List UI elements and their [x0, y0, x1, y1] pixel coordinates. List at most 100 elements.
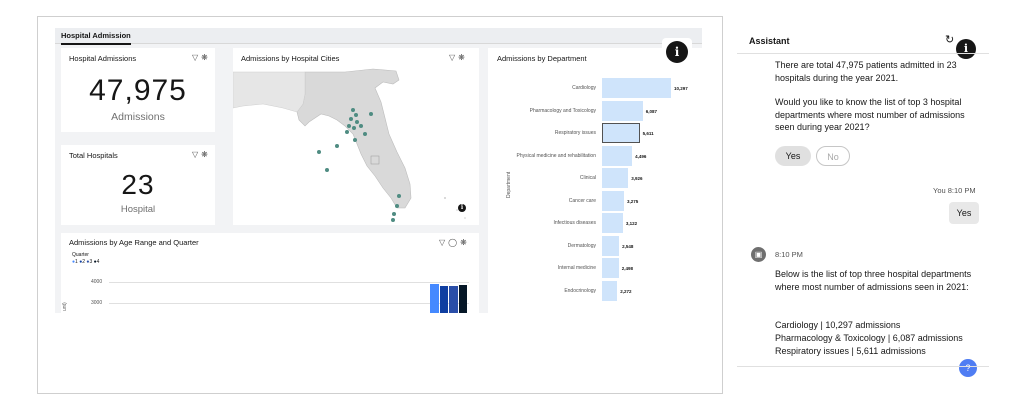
- hospitals-tile[interactable]: Total Hospitals ▽❋ 23 Hospital: [61, 145, 215, 225]
- filter-icon[interactable]: ▽: [449, 53, 459, 62]
- user-message: Yes: [949, 202, 979, 224]
- no-button[interactable]: No: [816, 146, 850, 166]
- assistant-info-icon[interactable]: i: [956, 39, 976, 59]
- bot-list-item-1: Cardiology | 10,297 admissions: [775, 320, 901, 330]
- map-tile-title: Admissions by Hospital Cities: [241, 54, 340, 63]
- department-bar[interactable]: [602, 168, 629, 188]
- department-bar-value: 2,498: [621, 266, 633, 271]
- info-icon[interactable]: i: [666, 41, 688, 63]
- department-tile[interactable]: Admissions by Department Department Card…: [488, 48, 702, 313]
- legend-label-2: 2: [82, 259, 86, 265]
- department-bar-label: Cancer care: [568, 197, 596, 204]
- department-bar-label: Dermatology: [567, 242, 596, 249]
- gridline: [109, 282, 469, 283]
- lightbulb-icon[interactable]: ◯: [448, 238, 461, 247]
- bot-list-item-3: Respiratory issues | 5,611 admissions: [775, 346, 926, 356]
- islands: [444, 197, 466, 219]
- department-bar-label: Respiratory issues: [554, 130, 596, 136]
- help-fab-icon[interactable]: ?: [959, 359, 977, 377]
- map-tile[interactable]: Admissions by Hospital Cities ▽❋ i: [233, 48, 479, 225]
- department-bar-value: 2,548: [622, 243, 634, 249]
- tab-hospital-admission[interactable]: Hospital Admission: [61, 31, 131, 45]
- tile-toolbar: ▽❋: [449, 53, 468, 62]
- department-bar-value: 10,297: [674, 86, 688, 91]
- tile-toolbar: ▽◯❋: [439, 238, 470, 247]
- info-button-wrap: i: [662, 38, 692, 66]
- age-quarter-bar[interactable]: [449, 285, 458, 313]
- neighbor-state-shape: [233, 71, 306, 113]
- city-markers[interactable]: [317, 108, 401, 222]
- quarter-legend[interactable]: ●1 ●2 ●3 ●4: [72, 259, 99, 265]
- settings-icon[interactable]: ❋: [460, 238, 470, 247]
- legend-label-1: 1: [75, 259, 78, 265]
- hospitals-tile-title: Total Hospitals: [69, 151, 118, 160]
- department-bar[interactable]: [602, 123, 640, 143]
- department-tile-title: Admissions by Department: [497, 54, 587, 63]
- department-bar-label: Endocrinology: [564, 287, 596, 294]
- florida-map[interactable]: [233, 48, 479, 225]
- hospitals-value: 23: [121, 169, 155, 200]
- age-quarter-tile[interactable]: Admissions by Age Range and Quarter ▽◯❋ …: [61, 233, 479, 313]
- department-bar-value: 2,272: [620, 288, 632, 294]
- department-bar-value: 3,275: [626, 198, 639, 204]
- department-bar-value: 3,122: [625, 221, 638, 226]
- user-message-meta: You 8:10 PM: [933, 186, 976, 195]
- age-quarter-bar[interactable]: [458, 284, 467, 313]
- gridline: [109, 303, 469, 304]
- department-bar[interactable]: [602, 235, 620, 256]
- age-tile-title: Admissions by Age Range and Quarter: [69, 238, 199, 247]
- legend-dot-4: ●: [93, 259, 97, 265]
- admissions-unit: Admissions: [111, 111, 165, 123]
- filter-icon[interactable]: ▽: [192, 150, 202, 159]
- department-bar[interactable]: [602, 145, 633, 166]
- age-quarter-bar[interactable]: [439, 285, 448, 313]
- legend-dot-2: ●: [79, 259, 83, 265]
- legend-dot-1: ●: [72, 259, 76, 265]
- assistant-header: Assistant ↻ i: [723, 16, 1002, 59]
- footer-divider: [737, 366, 989, 367]
- bot-message-3: Below is the list of top three hospital …: [775, 269, 972, 292]
- legend-dot-3: ●: [86, 259, 90, 265]
- assistant-panel: Assistant ↻ i There are total 47,975 pat…: [722, 16, 1001, 394]
- legend-label-4: 4: [96, 259, 100, 265]
- legend-label-3: 3: [89, 259, 93, 265]
- bot-avatar-icon: ▣: [751, 247, 766, 262]
- department-bar[interactable]: [602, 190, 624, 211]
- bot-list-item-2: Pharmacology & Toxicology | 6,087 admiss…: [775, 333, 963, 343]
- department-bar-label: Internal medicine: [557, 265, 596, 271]
- map-info-icon[interactable]: i: [458, 204, 466, 212]
- department-bar[interactable]: [602, 78, 671, 98]
- y-tick-3000: 3000: [91, 300, 103, 306]
- florida-shape: [296, 68, 412, 209]
- department-bar-value: 5,611: [642, 131, 654, 136]
- bot-message-2: Would you like to know the list of top 3…: [775, 97, 965, 132]
- bot-message-1: There are total 47,975 patients admitted…: [775, 60, 957, 83]
- department-bar-label: Clinical: [579, 175, 596, 181]
- settings-icon[interactable]: ❋: [201, 150, 211, 159]
- settings-icon[interactable]: ❋: [201, 53, 211, 62]
- department-bar[interactable]: [602, 280, 618, 301]
- tile-toolbar: ▽❋: [192, 150, 211, 159]
- department-bar[interactable]: [602, 258, 619, 278]
- department-bar-label: Pharmacology and Toxicology: [529, 107, 596, 114]
- department-bar[interactable]: [602, 213, 623, 233]
- map-inset: [370, 155, 380, 165]
- y-axis-label: unt): [62, 302, 68, 311]
- age-quarter-bar[interactable]: [430, 284, 439, 313]
- admissions-tile[interactable]: Hospital Admissions ▽❋ 47,975 Admissions: [61, 48, 215, 132]
- filter-icon[interactable]: ▽: [192, 53, 202, 62]
- department-bar-value: 4,496: [635, 153, 647, 159]
- department-bar-label: Infectious diseases: [553, 220, 596, 226]
- dashboard-canvas: Hospital Admission Hospital Admissions ▽…: [55, 28, 702, 313]
- department-bar-label: Cardiology: [572, 85, 596, 91]
- settings-icon[interactable]: ❋: [458, 53, 468, 62]
- department-bar-label: Physical medicine and rehabilitation: [516, 152, 597, 159]
- filter-icon[interactable]: ▽: [439, 238, 449, 247]
- assistant-title: Assistant: [749, 36, 790, 46]
- department-bar[interactable]: [602, 100, 643, 121]
- bot-message-time: 8:10 PM: [775, 250, 803, 259]
- y-tick-4000: 4000: [91, 279, 103, 285]
- refresh-icon[interactable]: ↻: [945, 34, 955, 46]
- yes-button[interactable]: Yes: [775, 146, 811, 166]
- admissions-value: 47,975: [89, 74, 187, 107]
